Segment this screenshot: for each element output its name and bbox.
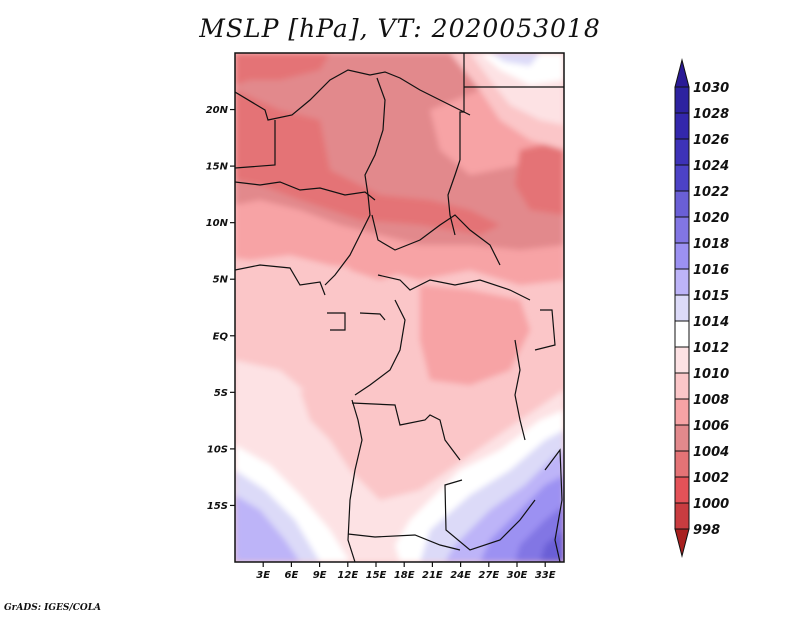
colorbar-box: [674, 502, 690, 530]
border-east: [544, 448, 563, 562]
colorbar-box: [674, 398, 690, 426]
lat-tick-label: 15S: [207, 501, 228, 512]
field-1016-ne: [490, 53, 540, 66]
border-niger-chad: [364, 77, 386, 196]
lon-tick-label: 24E: [450, 570, 471, 581]
border-algeria-niger: [235, 69, 471, 121]
border-great-lakes: [514, 309, 556, 441]
border-gulf-coast: [235, 264, 326, 296]
colorbar-box: [674, 294, 690, 322]
field-1010-coast: [340, 240, 410, 280]
colorbar-box: [674, 424, 690, 452]
colorbar-bottom-arrow: [674, 528, 690, 558]
colorbar-box: [674, 320, 690, 348]
latitude-axis: 20N 15N 10N 5N EQ 5S 10S 15S: [206, 105, 235, 512]
colorbar-label: 1008: [693, 393, 729, 408]
border-congo-drc: [354, 299, 406, 396]
lon-tick-label: 21E: [422, 570, 443, 581]
colorbar-box: [674, 164, 690, 192]
border-gabon: [327, 312, 386, 331]
longitude-axis: 3E 6E 9E 12E 15E 18E 21E 24E 27E 30E 33E: [256, 562, 556, 581]
colorbar-label: 1012: [693, 341, 729, 356]
colorbar-label: 1018: [693, 237, 729, 252]
border-libya-egypt: [459, 53, 465, 160]
colorbar-label: 1020: [693, 211, 729, 226]
colorbar-label: 1014: [693, 315, 729, 330]
field-1004-sudan: [515, 140, 564, 215]
lon-tick-label: 18E: [394, 570, 415, 581]
border-angola-namibia: [347, 533, 461, 551]
lat-tick-label: EQ: [213, 331, 229, 342]
lon-tick-label: 15E: [366, 570, 387, 581]
lon-tick-label: 33E: [535, 570, 556, 581]
border-sahel-south: [235, 181, 376, 201]
field-1012-angola: [300, 390, 450, 480]
lat-tick-label: 20N: [206, 105, 229, 116]
lon-tick-label: 27E: [478, 570, 499, 581]
colorbar-box: [674, 190, 690, 218]
colorbar-label: 1026: [693, 133, 729, 148]
colorbar-label: 1004: [693, 445, 729, 460]
colorbar-label: 1015: [693, 289, 729, 304]
field-1004-nw: [235, 53, 330, 85]
lon-tick-label: 6E: [285, 570, 299, 581]
field-1018-south: [235, 450, 564, 562]
lon-tick-label: 30E: [507, 570, 528, 581]
colorbar-label: 1030: [693, 81, 729, 96]
lat-tick-label: 10N: [206, 218, 229, 229]
colorbar-box: [674, 372, 690, 400]
border-angola-coast: [347, 399, 363, 562]
lat-tick-label: 5N: [213, 275, 229, 286]
colorbar-label: 1010: [693, 367, 729, 382]
colorbar-box: [674, 112, 690, 140]
credit-text: GrADS: IGES/COLA: [4, 603, 102, 613]
field-1004-sahel: [235, 90, 500, 235]
lat-tick-label: 5S: [214, 388, 228, 399]
map-frame: [234, 52, 565, 563]
field-1015-ne: [480, 53, 564, 85]
field-1010-congo: [420, 285, 530, 385]
lon-tick-label: 9E: [313, 570, 327, 581]
colorbar-box: [674, 450, 690, 478]
border-chad-car: [371, 214, 501, 266]
colorbar: 1030 1028 1026 1024 1022 1020 1018 1016 1015 1014…: [674, 58, 729, 558]
colorbar-box: [674, 216, 690, 244]
plot-title: MSLP [hPa], VT: 2020053018: [199, 14, 601, 43]
colorbar-label: 1028: [693, 107, 729, 122]
lon-tick-label: 3E: [256, 570, 270, 581]
colorbar-label: 1000: [693, 497, 729, 512]
colorbar-box: [674, 138, 690, 166]
colorbar-box: [674, 476, 690, 504]
border-zambia: [444, 479, 536, 551]
colorbar-box: [674, 346, 690, 374]
border-mali-niger: [235, 120, 276, 169]
colorbar-label: 1006: [693, 419, 729, 434]
colorbar-label: 1016: [693, 263, 729, 278]
lon-tick-label: 12E: [337, 570, 358, 581]
lat-tick-label: 15N: [206, 162, 229, 173]
colorbar-label: 1022: [693, 185, 729, 200]
colorbar-label: 1002: [693, 471, 729, 486]
border-chad-sudan: [447, 159, 461, 236]
colorbar-box: [674, 268, 690, 296]
colorbar-box: [674, 242, 690, 270]
border-nigeria-cameroon: [324, 194, 371, 286]
colorbar-label: 1024: [693, 159, 729, 174]
colorbar-box: [674, 86, 690, 114]
colorbar-label: 998: [693, 523, 720, 538]
pressure-field: [235, 53, 564, 562]
border-drc-angola: [351, 402, 461, 461]
colorbar-top-arrow: [674, 58, 690, 88]
lat-tick-label: 10S: [207, 444, 228, 455]
country-borders: [235, 53, 564, 562]
border-car-drc: [377, 274, 531, 301]
